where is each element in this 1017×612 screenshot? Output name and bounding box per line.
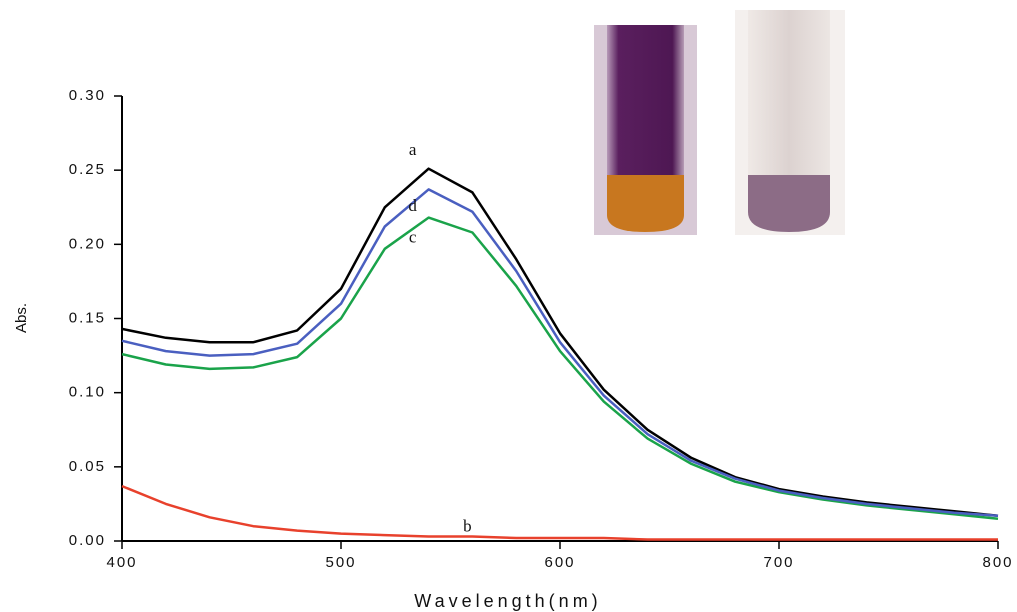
- series-label: b: [463, 517, 472, 536]
- inset-photo: [594, 25, 697, 235]
- y-tick-label: 0.25: [69, 161, 106, 178]
- series-line: [121, 188, 999, 518]
- x-tick-label: 400: [106, 554, 137, 571]
- series-label: a: [409, 140, 417, 159]
- series-line: [121, 167, 999, 518]
- y-tick-label: 0.30: [69, 87, 106, 104]
- series-line: [121, 484, 998, 541]
- x-tick-label: 600: [544, 554, 575, 571]
- series-label: d: [408, 196, 417, 215]
- x-tick-label: 800: [982, 554, 1013, 571]
- y-tick-label: 0.20: [69, 235, 106, 252]
- inset-photo: [735, 10, 845, 235]
- x-tick-label: 700: [763, 554, 794, 571]
- x-axis-label: Wavelength(nm): [414, 591, 601, 611]
- series-line: [121, 216, 999, 521]
- y-axis-label: Abs.: [13, 303, 30, 333]
- y-tick-label: 0.15: [69, 309, 106, 326]
- y-tick-label: 0.10: [69, 384, 106, 401]
- series-label: c: [409, 227, 417, 246]
- y-tick-label: 0.05: [69, 458, 106, 475]
- y-tick-label: 0.00: [69, 532, 106, 549]
- x-tick-label: 500: [325, 554, 356, 571]
